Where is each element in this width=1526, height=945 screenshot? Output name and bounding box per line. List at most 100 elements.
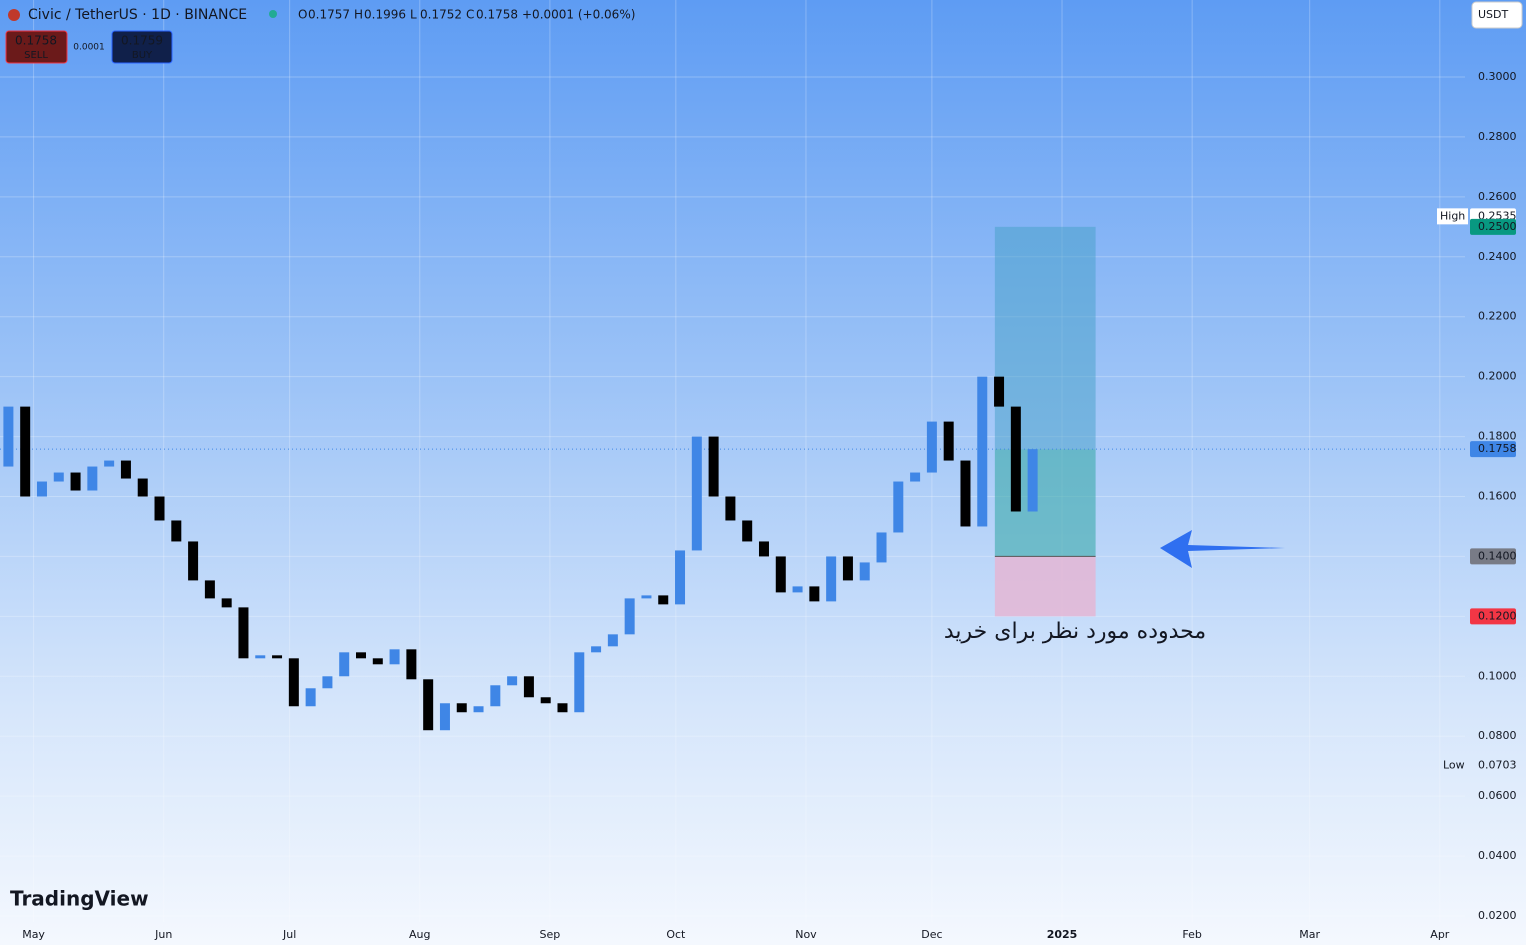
candle-body [591, 646, 602, 653]
candle-body [36, 481, 47, 497]
candle-body [490, 685, 501, 707]
x-tick-label: Sep [540, 928, 561, 941]
stop-price: 0.1200 [1478, 609, 1517, 622]
x-tick-label: Jun [154, 928, 172, 941]
candle-body [406, 649, 417, 680]
candle-body [758, 541, 769, 557]
ohlc-key: L [410, 8, 417, 22]
high-label-box [1437, 208, 1468, 225]
sell-button[interactable] [5, 30, 68, 64]
x-tick-label: Oct [666, 928, 686, 941]
y-tick-label: 0.2400 [1478, 250, 1517, 263]
candle-body [607, 634, 618, 647]
candle-body [473, 706, 484, 713]
currency: USDT [1478, 8, 1509, 21]
buy-price: 0.1759 [121, 34, 163, 48]
candle-body [322, 676, 333, 689]
candle-body [624, 598, 635, 635]
candle-body [826, 556, 837, 602]
candle-body [456, 703, 467, 713]
candle-body [188, 541, 199, 581]
candle-body [104, 460, 115, 467]
current-price: 0.1758 [1478, 442, 1517, 455]
profit-zone [994, 449, 1096, 557]
y-tick-label: 0.3000 [1478, 70, 1517, 83]
candle-body [372, 658, 383, 665]
buy-button[interactable] [111, 30, 173, 64]
symbol: Civic / TetherUS · 1D · BINANCE [28, 7, 247, 23]
spread: 0.0001 [73, 43, 105, 53]
candle-body [423, 679, 434, 731]
ohlc-value: 0.1757 [308, 8, 350, 22]
sell-price: 0.1758 [15, 34, 57, 48]
grid [0, 0, 1465, 922]
candle-body [742, 520, 753, 542]
entry-price: 0.1400 [1478, 549, 1517, 562]
change: +0.0001 (+0.06%) [522, 8, 635, 22]
ohlc-key: H [354, 8, 363, 22]
ohlc-value: 0.1752 [420, 8, 462, 22]
candle-body [221, 598, 232, 608]
candle-body [893, 481, 904, 533]
status-dot [269, 10, 277, 18]
y-tick-label: 0.2600 [1478, 190, 1517, 203]
arrow [1160, 530, 1285, 568]
candle-body [272, 655, 283, 659]
candle-body [70, 472, 81, 491]
ohlc-value: 0.1996 [364, 8, 406, 22]
high-label: High [1440, 209, 1465, 222]
logo: TradingView [10, 887, 149, 911]
x-tick-label: Jul [282, 928, 296, 941]
x-tick-label: Dec [921, 928, 942, 941]
candle-body [926, 421, 937, 473]
candle-body [910, 472, 921, 482]
candle-body [842, 556, 853, 581]
currency-select[interactable] [1471, 1, 1523, 29]
marks [0, 226, 1465, 731]
candle-body [725, 496, 736, 521]
candle-body [356, 652, 367, 659]
y-tick-label: 0.1800 [1478, 430, 1517, 443]
entry-price-box [1470, 548, 1516, 565]
x-tick-label: May [22, 928, 45, 941]
candle-body [960, 460, 971, 527]
candle-body [204, 580, 215, 599]
candle-body [708, 436, 719, 497]
current-price-box [1470, 441, 1516, 458]
candle-body [255, 655, 266, 659]
ohlc-value: 0.1758 [476, 8, 518, 22]
candle-body [154, 496, 165, 521]
y-tick-label: 0.0400 [1478, 849, 1517, 862]
candle-body [87, 466, 98, 491]
candle-body [994, 376, 1005, 407]
y-tick-label: 0.1600 [1478, 490, 1517, 503]
candle-body [523, 676, 534, 698]
candle-body [120, 460, 131, 479]
symbol-icon [8, 9, 20, 21]
y-tick-label: 0.0600 [1478, 789, 1517, 802]
candle-body [675, 550, 686, 605]
low-price: 0.0703 [1478, 758, 1517, 771]
candle-body [339, 652, 350, 677]
candle-body [507, 676, 518, 686]
candle-body [977, 376, 988, 527]
ohlc-key: C [466, 8, 474, 22]
candle-body [775, 556, 786, 593]
candle-body [691, 436, 702, 551]
candle-body [389, 649, 400, 665]
candle-body [859, 562, 870, 581]
candle-body [305, 688, 316, 707]
stop-zone [994, 556, 1096, 617]
candle-body [943, 421, 954, 461]
candle-body [137, 478, 148, 497]
x-tick-label: Nov [795, 928, 817, 941]
x-tick-label: Aug [409, 928, 430, 941]
ohlc-key: O [298, 8, 307, 22]
candle-body [540, 697, 551, 704]
target-price: 0.2500 [1478, 220, 1517, 233]
candle-body [792, 586, 803, 593]
candle-body [641, 595, 652, 599]
candle-body [557, 703, 568, 713]
candle-body [238, 607, 249, 659]
